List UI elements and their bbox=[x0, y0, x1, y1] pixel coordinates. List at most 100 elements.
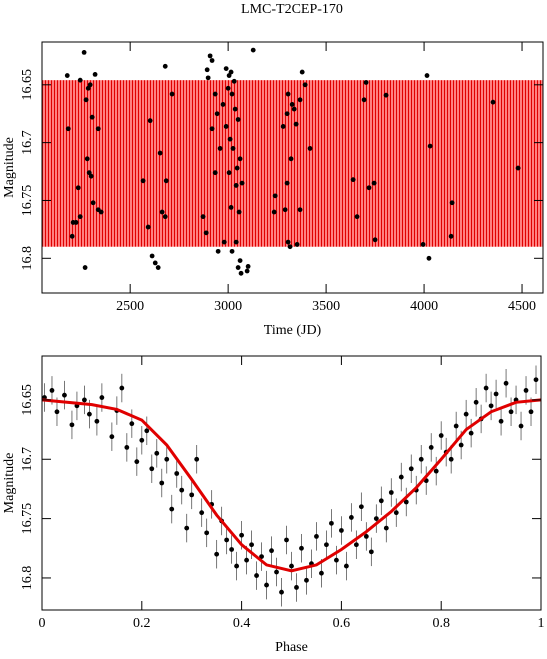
y-tick-label: 16.7 bbox=[20, 447, 35, 472]
data-point bbox=[159, 209, 165, 215]
data-point bbox=[371, 180, 377, 186]
data-point bbox=[498, 418, 504, 424]
data-point bbox=[82, 397, 87, 403]
data-point bbox=[229, 91, 235, 97]
data-point bbox=[388, 490, 394, 495]
data-point bbox=[184, 525, 190, 531]
plot-frame bbox=[41, 355, 542, 611]
data-point bbox=[274, 569, 279, 575]
data-point bbox=[348, 515, 354, 520]
data-point bbox=[319, 570, 324, 576]
data-point bbox=[77, 77, 83, 83]
data-point bbox=[483, 385, 489, 391]
x-tick-label: 0.4 bbox=[233, 616, 251, 631]
data-point bbox=[284, 537, 289, 543]
data-point bbox=[468, 430, 474, 436]
x-tick-label: 0 bbox=[39, 616, 46, 631]
data-point bbox=[238, 270, 244, 276]
data-point bbox=[200, 214, 206, 220]
y-axis-label: Magnitude bbox=[2, 453, 17, 514]
data-point bbox=[508, 409, 514, 415]
data-point bbox=[350, 177, 356, 183]
data-point bbox=[236, 209, 242, 215]
data-point bbox=[77, 214, 83, 220]
data-point bbox=[285, 91, 291, 97]
data-point bbox=[291, 106, 297, 112]
plot-frame bbox=[41, 41, 544, 294]
data-point bbox=[119, 385, 125, 391]
data-point bbox=[65, 126, 71, 132]
x-tick-label: 0.2 bbox=[133, 616, 151, 631]
data-point bbox=[424, 73, 430, 78]
data-point bbox=[75, 185, 81, 191]
data-point bbox=[149, 466, 155, 472]
data-point bbox=[98, 209, 104, 215]
data-point bbox=[228, 205, 234, 210]
y-tick-label: 16.75 bbox=[20, 503, 35, 535]
data-point bbox=[199, 510, 205, 516]
model-curve bbox=[41, 398, 542, 573]
data-point bbox=[109, 434, 115, 440]
data-point bbox=[88, 173, 94, 179]
data-point bbox=[64, 73, 70, 78]
data-point bbox=[227, 136, 233, 142]
data-point bbox=[235, 117, 241, 122]
data-point bbox=[233, 239, 239, 245]
data-point bbox=[353, 542, 359, 548]
x-tick-label: 4500 bbox=[508, 299, 536, 314]
data-point bbox=[229, 248, 235, 254]
data-point bbox=[155, 265, 161, 270]
data-point bbox=[152, 260, 158, 266]
data-point bbox=[203, 230, 209, 236]
data-point bbox=[145, 224, 151, 230]
data-point bbox=[250, 47, 256, 53]
data-point bbox=[244, 557, 249, 563]
data-point bbox=[383, 525, 389, 531]
data-point bbox=[279, 589, 284, 595]
data-point bbox=[269, 548, 274, 554]
data-point bbox=[523, 388, 529, 393]
data-point bbox=[220, 102, 226, 107]
data-point bbox=[232, 106, 238, 112]
data-point bbox=[215, 248, 221, 254]
data-point bbox=[226, 170, 232, 176]
data-point bbox=[297, 207, 303, 213]
data-point bbox=[169, 91, 175, 97]
data-point bbox=[139, 437, 145, 443]
data-point bbox=[329, 520, 334, 526]
data-point bbox=[324, 542, 329, 548]
data-point bbox=[426, 255, 432, 261]
data-point bbox=[204, 530, 210, 536]
data-point bbox=[408, 466, 414, 472]
data-point bbox=[244, 268, 250, 274]
data-point bbox=[223, 66, 229, 72]
data-point bbox=[239, 180, 245, 186]
data-point bbox=[314, 534, 319, 539]
data-point bbox=[124, 444, 130, 450]
data-point bbox=[403, 499, 409, 505]
data-point bbox=[90, 200, 96, 206]
data-point bbox=[294, 242, 300, 247]
data-point bbox=[420, 242, 426, 247]
data-point bbox=[84, 156, 90, 162]
data-point bbox=[289, 563, 294, 569]
data-point bbox=[69, 422, 75, 428]
y-axis-label: Magnitude bbox=[2, 137, 17, 198]
data-point bbox=[62, 392, 67, 398]
data-point bbox=[259, 554, 264, 559]
data-point bbox=[378, 498, 384, 504]
data-point bbox=[212, 170, 218, 176]
x-tick-label: 3500 bbox=[312, 299, 340, 314]
data-point bbox=[334, 557, 339, 563]
data-point bbox=[245, 263, 251, 269]
data-point bbox=[231, 78, 237, 84]
data-point bbox=[69, 233, 75, 239]
data-point bbox=[49, 388, 55, 393]
data-point bbox=[140, 178, 146, 184]
data-point bbox=[92, 71, 98, 77]
data-point bbox=[134, 459, 140, 465]
data-point bbox=[366, 185, 372, 191]
data-point bbox=[217, 146, 223, 151]
y-tick-label: 16.8 bbox=[20, 566, 35, 591]
